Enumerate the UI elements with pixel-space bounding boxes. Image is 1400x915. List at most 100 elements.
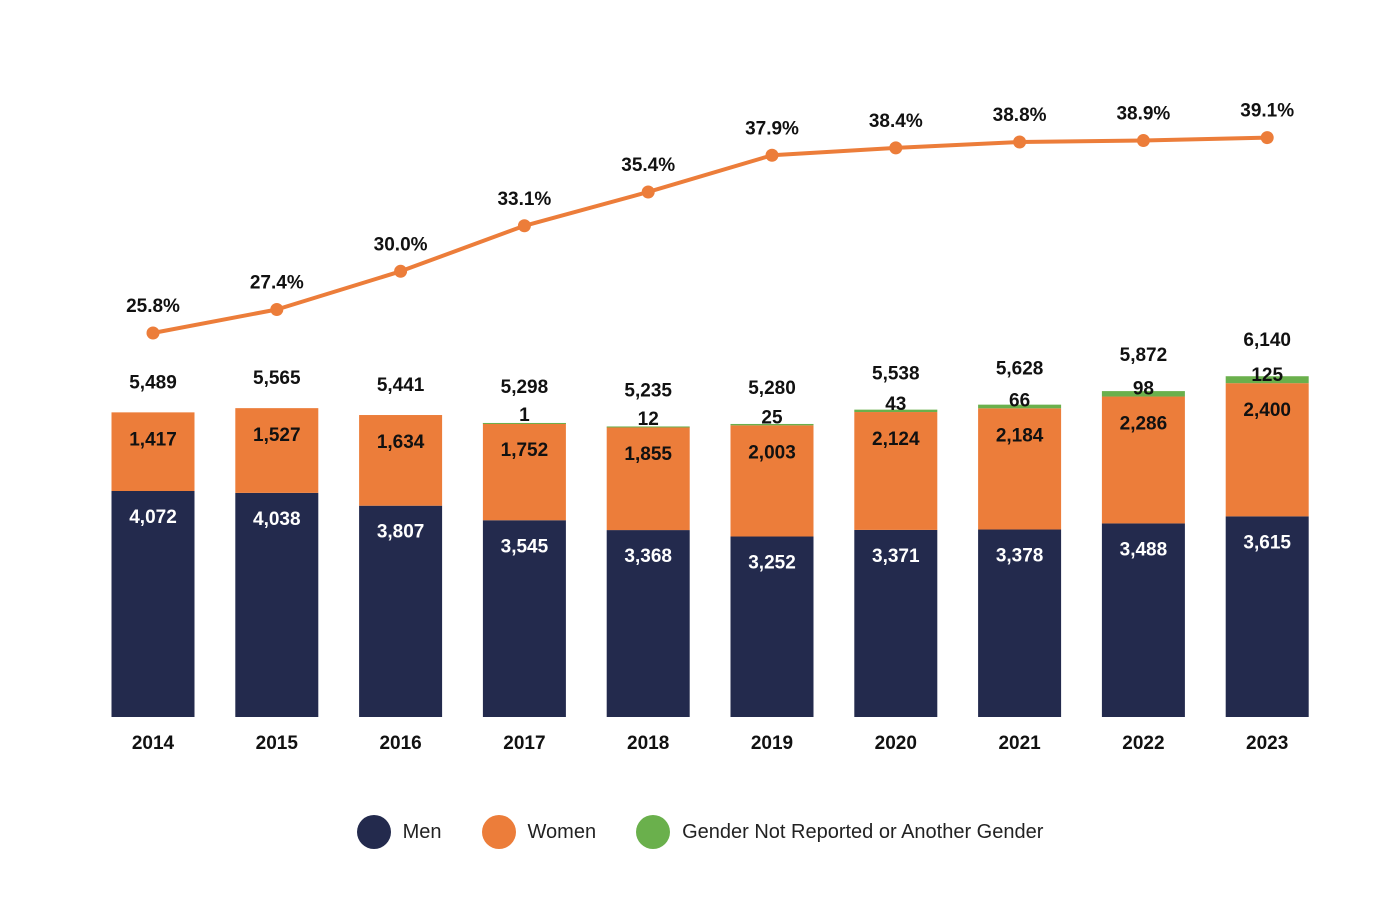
x-tick-2018: 2018: [627, 733, 669, 754]
label-total-2019: 5,280: [748, 378, 796, 399]
line-point-2014: [146, 326, 160, 340]
bar-women-2023: [1225, 383, 1309, 517]
label-total-2018: 5,235: [624, 380, 672, 401]
bar-women-2021: [978, 408, 1062, 530]
line-point-2016: [394, 264, 408, 278]
bar-women-2015: [235, 408, 319, 493]
bar-men-2018: [606, 530, 690, 717]
label-other-2022: 98: [1133, 379, 1154, 400]
bar-other-2018: [606, 426, 690, 428]
x-tick-2022: 2022: [1122, 733, 1164, 754]
label-men-2023: 3,615: [1243, 532, 1291, 553]
line-label-2014: 25.8%: [126, 296, 180, 317]
x-tick-2023: 2023: [1246, 733, 1288, 754]
label-men-2019: 3,252: [748, 553, 796, 574]
line-label-2021: 38.8%: [993, 105, 1047, 126]
bar-other-2020: [854, 409, 938, 413]
bar-women-2016: [359, 415, 443, 506]
line-point-2015: [270, 302, 284, 316]
bar-other-2022: [1101, 391, 1185, 397]
legend-label-women: Women: [527, 820, 597, 843]
label-other-2023: 125: [1251, 365, 1283, 386]
label-other-2021: 66: [1009, 390, 1030, 411]
bar-women-2019: [730, 425, 814, 537]
label-women-2018: 1,855: [624, 444, 672, 465]
x-tick-2015: 2015: [256, 733, 299, 754]
legend-swatch-men: [356, 815, 391, 849]
label-other-2018: 12: [638, 409, 659, 430]
label-total-2015: 5,565: [253, 368, 301, 389]
label-women-2019: 2,003: [748, 442, 796, 463]
legend-item-women: Women: [481, 815, 597, 849]
bar-women-2018: [606, 427, 690, 531]
bar-other-2021: [978, 404, 1062, 409]
bar-men-2017: [482, 520, 566, 717]
x-tick-2014: 2014: [132, 733, 175, 754]
legend-swatch-women: [481, 815, 516, 849]
line-label-2022: 38.9%: [1116, 104, 1170, 125]
label-men-2016: 3,807: [377, 522, 425, 543]
label-women-2015: 1,527: [253, 425, 301, 446]
label-total-2022: 5,872: [1120, 345, 1168, 366]
line-point-2018: [641, 185, 655, 199]
label-total-2021: 5,628: [996, 359, 1044, 380]
label-men-2021: 3,378: [996, 546, 1044, 567]
label-men-2015: 4,038: [253, 509, 301, 530]
label-women-2021: 2,184: [996, 425, 1044, 446]
legend-label-not-reported: Gender Not Reported or Another Gender: [682, 820, 1044, 843]
legend-item-men: Men: [356, 815, 442, 849]
legend-item-not-reported: Gender Not Reported or Another Gender: [636, 815, 1043, 849]
x-tick-2021: 2021: [998, 733, 1041, 754]
bar-women-2022: [1101, 396, 1185, 524]
bar-women-2020: [854, 412, 938, 530]
bar-men-2015: [235, 492, 319, 717]
bar-other-2019: [730, 423, 814, 426]
label-women-2020: 2,124: [872, 429, 920, 450]
line-point-2022: [1136, 134, 1150, 148]
label-total-2014: 5,489: [129, 372, 177, 393]
bar-other-2017: [482, 422, 566, 424]
line-point-2017: [517, 219, 531, 233]
label-women-2022: 2,286: [1120, 414, 1168, 435]
percent-line: [152, 135, 1268, 335]
label-total-2020: 5,538: [872, 364, 920, 385]
line-point-2020: [889, 141, 903, 155]
bar-men-2020: [854, 529, 938, 717]
line-label-2016: 30.0%: [374, 234, 428, 255]
label-total-2023: 6,140: [1243, 330, 1291, 351]
x-tick-2017: 2017: [503, 733, 545, 754]
label-other-2019: 25: [761, 407, 783, 428]
label-women-2016: 1,634: [377, 432, 425, 453]
line-label-2019: 37.9%: [745, 118, 799, 139]
label-men-2020: 3,371: [872, 546, 920, 567]
bar-women-2017: [482, 423, 566, 521]
label-other-2020: 43: [885, 394, 906, 415]
line-point-2023: [1260, 131, 1274, 145]
legend-swatch-not-reported: [636, 815, 671, 849]
label-men-2022: 3,488: [1120, 539, 1168, 560]
line-label-2018: 35.4%: [621, 155, 675, 176]
line-label-2020: 38.4%: [869, 111, 923, 132]
line-point-2019: [765, 148, 779, 162]
label-women-2014: 1,417: [129, 429, 177, 450]
bar-men-2023: [1225, 516, 1309, 717]
bar-men-2022: [1101, 523, 1185, 717]
bar-men-2019: [730, 536, 814, 717]
label-women-2023: 2,400: [1243, 400, 1291, 421]
label-other-2017: 1: [519, 405, 530, 426]
legend: Men Women Gender Not Reported or Another…: [0, 815, 1400, 849]
bar-other-2023: [1225, 376, 1309, 384]
x-tick-2019: 2019: [751, 733, 793, 754]
label-men-2014: 4,072: [129, 507, 177, 528]
x-tick-2016: 2016: [379, 733, 421, 754]
bar-women-2014: [111, 412, 195, 492]
line-label-2023: 39.1%: [1240, 101, 1294, 122]
line-point-2021: [1013, 135, 1027, 149]
label-men-2017: 3,545: [501, 536, 549, 557]
bar-men-2021: [978, 529, 1062, 717]
line-label-2015: 27.4%: [250, 272, 304, 293]
label-total-2016: 5,441: [377, 375, 425, 396]
label-men-2018: 3,368: [624, 546, 672, 567]
legend-label-men: Men: [402, 820, 442, 843]
